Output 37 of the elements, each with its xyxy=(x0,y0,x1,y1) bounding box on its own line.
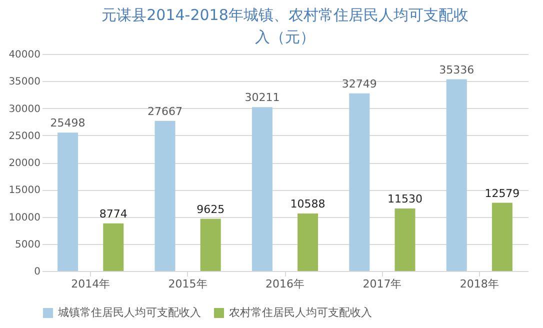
legend-label: 城镇常住居民人均可支配收入 xyxy=(57,306,201,319)
bar xyxy=(252,107,272,271)
y-tick-label: 15000 xyxy=(8,185,40,196)
x-tick-label: 2017年 xyxy=(362,278,402,290)
data-label: 11530 xyxy=(387,192,422,206)
legend-label: 农村常住居民人均可支配收入 xyxy=(229,306,372,319)
y-tick-label: 20000 xyxy=(8,158,40,169)
data-label: 10588 xyxy=(290,198,326,211)
y-tick-label: 5000 xyxy=(15,239,40,250)
x-tick-label: 2016年 xyxy=(266,278,304,290)
data-label: 27667 xyxy=(148,104,183,118)
x-tick-label: 2014年 xyxy=(71,278,110,290)
y-tick-label: 25000 xyxy=(8,130,40,142)
bar xyxy=(349,93,370,271)
data-label: 35336 xyxy=(439,63,474,76)
data-label: 12579 xyxy=(484,186,520,200)
chart-title: 元谋县2014-2018年城镇、农村常住居民人均可支配收入（元） xyxy=(102,6,468,46)
x-tick-label: 2018年 xyxy=(460,278,499,290)
y-tick-label: 40000 xyxy=(8,50,40,60)
y-tick-label: 35000 xyxy=(8,76,40,88)
data-label: 25498 xyxy=(50,116,86,130)
data-label: 8774 xyxy=(99,207,128,220)
data-label: 9625 xyxy=(196,202,225,216)
bar xyxy=(298,214,318,271)
bar xyxy=(492,202,512,271)
bar xyxy=(446,79,467,271)
data-label: 32749 xyxy=(342,77,377,90)
bar xyxy=(154,120,176,271)
y-tick-label: 30000 xyxy=(8,104,40,115)
y-tick-label: 0 xyxy=(34,266,40,278)
bar xyxy=(103,223,124,271)
bar xyxy=(200,218,221,271)
data-label: 30211 xyxy=(244,91,280,104)
bar xyxy=(394,208,416,271)
bar xyxy=(58,132,78,271)
x-tick-label: 2015年 xyxy=(168,278,208,290)
y-tick-label: 10000 xyxy=(8,212,40,224)
